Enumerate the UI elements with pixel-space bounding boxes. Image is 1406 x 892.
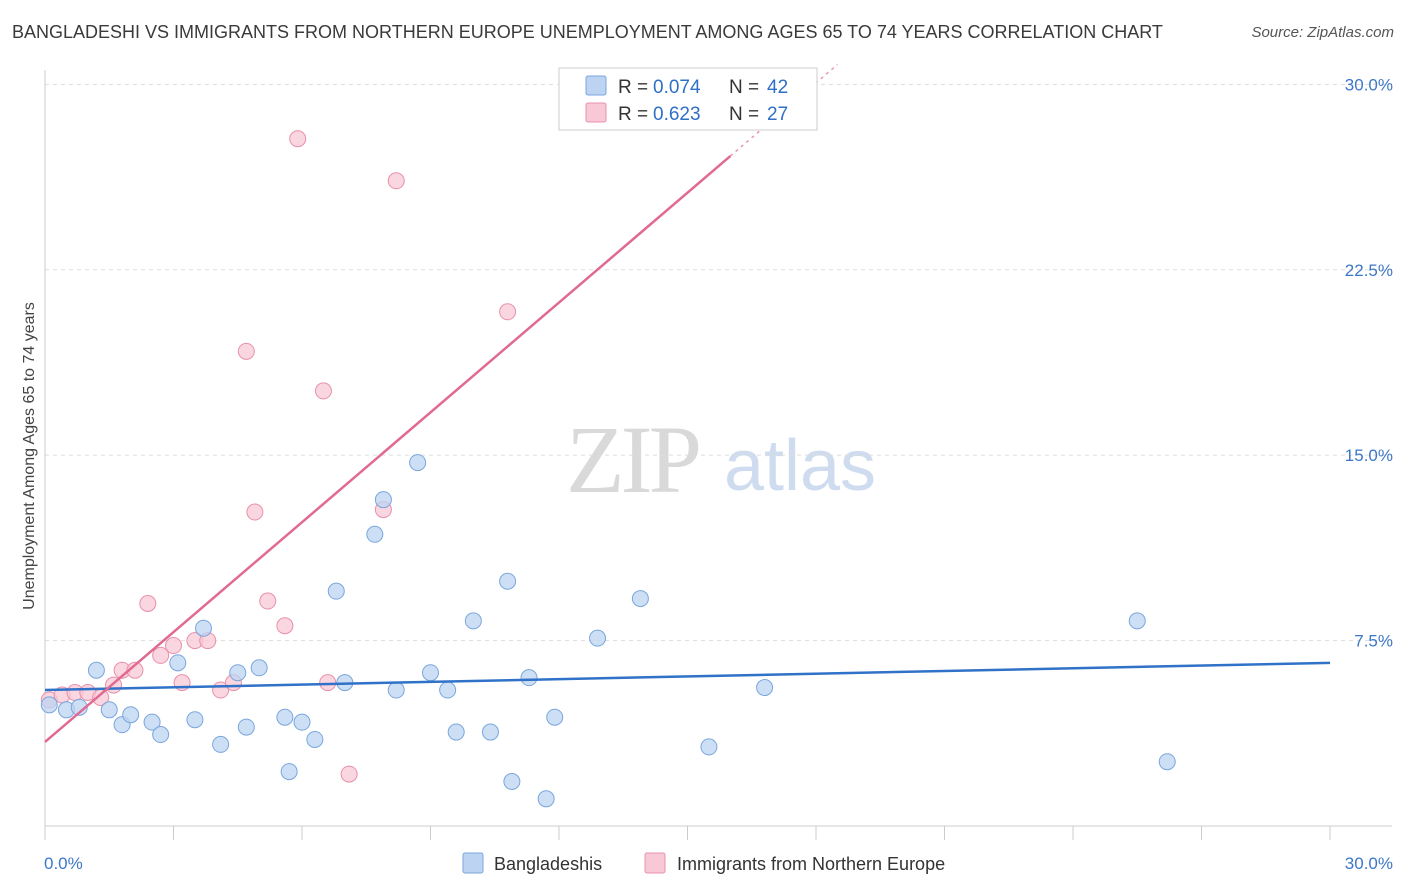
bangladeshi-point bbox=[589, 629, 607, 647]
bottom-legend-swatch-blue bbox=[462, 852, 484, 874]
northern-europe-point bbox=[237, 342, 255, 360]
bangladeshi-point bbox=[387, 681, 405, 699]
bottom-legend-swatch-pink bbox=[644, 852, 666, 874]
y-tick-label: 15.0% bbox=[1345, 446, 1393, 465]
northern-europe-point bbox=[499, 303, 517, 321]
x-tick-label-min: 0.0% bbox=[44, 854, 83, 873]
data-points bbox=[40, 130, 1176, 808]
bangladeshi-trend-line bbox=[44, 661, 1331, 692]
y-tick-label: 22.5% bbox=[1345, 261, 1393, 280]
legend-r-label-blue: R = bbox=[618, 77, 648, 98]
x-ticks bbox=[44, 826, 1331, 840]
bottom-legend-label-pink: Immigrants from Northern Europe bbox=[677, 854, 945, 874]
y-axis-label: Unemployment Among Ages 65 to 74 years bbox=[21, 302, 38, 610]
bangladeshi-point bbox=[374, 491, 392, 509]
northern-europe-point bbox=[246, 503, 264, 521]
bangladeshi-point bbox=[520, 669, 538, 687]
bangladeshi-point bbox=[409, 454, 427, 472]
bangladeshi-point bbox=[194, 619, 212, 637]
y-tick-label: 30.0% bbox=[1345, 75, 1393, 94]
bangladeshi-point bbox=[700, 738, 718, 756]
northern-europe-point bbox=[165, 637, 182, 655]
bangladeshi-point bbox=[152, 726, 170, 744]
northern-europe-point bbox=[319, 674, 337, 692]
bangladeshi-point bbox=[447, 723, 465, 741]
legend-swatch-blue bbox=[585, 75, 607, 96]
northern-europe-point bbox=[152, 646, 170, 664]
legend-n-value-blue: 42 bbox=[767, 77, 788, 98]
y-tick-label: 7.5% bbox=[1354, 632, 1393, 651]
bangladeshi-point bbox=[250, 659, 268, 677]
bangladeshi-point bbox=[546, 708, 564, 726]
bangladeshi-point bbox=[327, 582, 345, 600]
bangladeshi-point bbox=[503, 773, 521, 791]
northern-europe-point bbox=[276, 617, 294, 635]
bangladeshi-point bbox=[481, 723, 499, 741]
legend-n-label-blue: N = bbox=[729, 77, 759, 98]
x-tick-label-max: 30.0% bbox=[1345, 854, 1393, 873]
axes bbox=[44, 70, 1392, 827]
bangladeshi-point bbox=[293, 713, 311, 731]
legend-box: R = 0.074 N = 42 R = 0.623 N = 27 bbox=[558, 67, 818, 131]
legend-r-value-pink: 0.623 bbox=[653, 104, 701, 125]
bangladeshi-point bbox=[280, 763, 298, 781]
bangladeshi-point bbox=[169, 654, 187, 672]
gridlines bbox=[45, 83, 1392, 642]
bangladeshi-point bbox=[237, 718, 255, 736]
bangladeshi-point bbox=[229, 664, 247, 682]
bangladeshi-point bbox=[464, 612, 482, 630]
source-credit: Source: ZipAtlas.com bbox=[1251, 24, 1394, 41]
watermark-atlas: atlas bbox=[724, 426, 876, 506]
bangladeshi-point bbox=[439, 681, 457, 699]
bangladeshi-point bbox=[631, 590, 649, 608]
legend-n-label-pink: N = bbox=[729, 104, 759, 125]
bottom-legend-label-blue: Bangladeshis bbox=[494, 854, 602, 874]
bangladeshi-point bbox=[756, 679, 774, 697]
bangladeshi-point bbox=[422, 664, 439, 682]
bangladeshi-point bbox=[143, 713, 161, 731]
northern-europe-point bbox=[387, 172, 405, 190]
bangladeshi-point bbox=[1158, 753, 1176, 771]
watermark-zip: ZIP bbox=[566, 406, 699, 513]
bangladeshi-point bbox=[366, 525, 384, 543]
bangladeshi-point bbox=[100, 701, 118, 719]
northern-europe-point bbox=[259, 592, 277, 610]
bangladeshi-point bbox=[87, 661, 105, 679]
legend-r-label-pink: R = bbox=[618, 104, 648, 125]
northern-europe-point bbox=[139, 595, 157, 613]
northern-europe-point bbox=[314, 382, 332, 400]
bangladeshi-point bbox=[306, 730, 324, 748]
bangladeshi-point bbox=[212, 735, 230, 753]
bangladeshi-point bbox=[1128, 612, 1146, 630]
y-tick-labels: 7.5% 15.0% 22.5% 30.0% bbox=[1345, 75, 1393, 650]
bangladeshi-point bbox=[40, 696, 58, 714]
legend-swatch-pink bbox=[585, 102, 607, 123]
bangladeshi-point bbox=[186, 711, 204, 729]
bottom-legend: Bangladeshis Immigrants from Northern Eu… bbox=[462, 852, 945, 874]
northern-europe-point bbox=[289, 130, 307, 148]
bangladeshi-point bbox=[122, 706, 140, 724]
northern-europe-trend-line bbox=[44, 155, 732, 743]
chart-title: BANGLADESHI VS IMMIGRANTS FROM NORTHERN … bbox=[12, 22, 1163, 42]
bangladeshi-point bbox=[276, 708, 294, 726]
bangladeshi-point bbox=[537, 790, 555, 808]
bangladeshi-point bbox=[499, 572, 517, 590]
northern-europe-point bbox=[340, 765, 358, 783]
legend-r-value-blue: 0.074 bbox=[653, 77, 701, 98]
legend-n-value-pink: 27 bbox=[767, 104, 788, 125]
